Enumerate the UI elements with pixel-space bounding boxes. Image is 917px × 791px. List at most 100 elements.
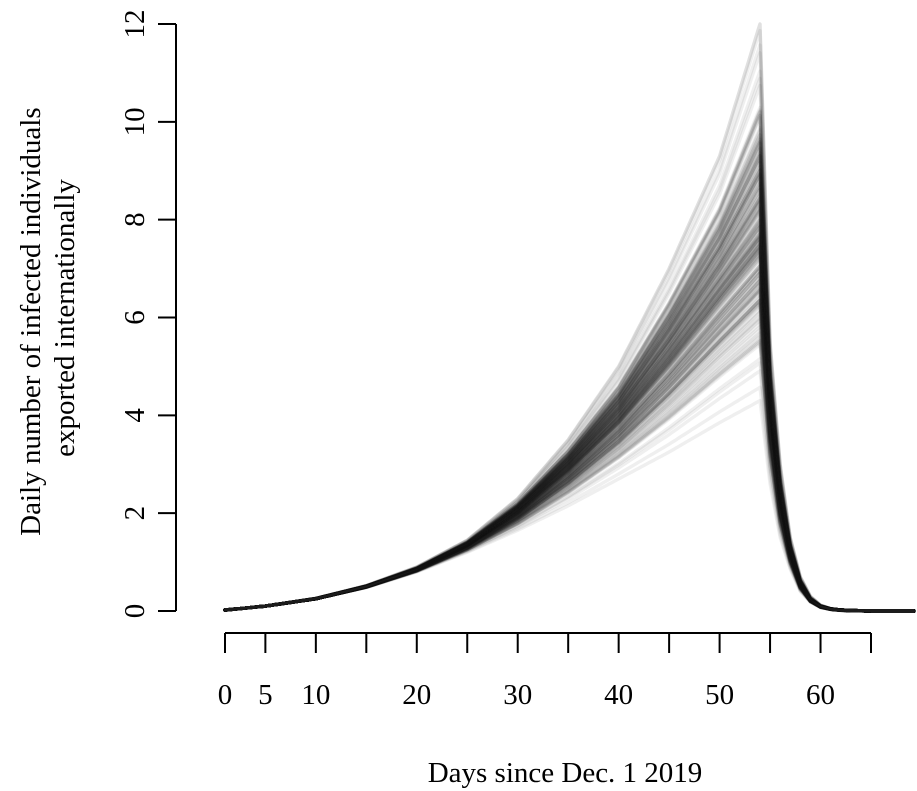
series-line [223,242,916,613]
series-line [223,268,916,613]
series-line [223,245,916,613]
series-line [223,116,916,613]
series-line [223,250,916,613]
series-line [223,220,916,613]
series-line [223,275,916,613]
series-line [223,198,916,613]
series-line [223,327,916,613]
series-line [223,259,916,613]
series-line [223,181,916,613]
series-line [223,233,916,613]
series-line [223,204,916,613]
series-line [223,168,916,613]
series-line [223,314,916,613]
series-line [223,235,916,613]
series-line [223,248,916,613]
series-line [223,114,916,613]
series-line [223,233,916,613]
series-line [223,271,916,613]
series-line [223,264,916,613]
series-line [223,301,916,613]
series-line [223,221,916,613]
series-line [223,176,916,613]
series-line [223,302,916,613]
series-line [223,146,916,613]
y-axis-title-line-1: Daily number of infected individuals [15,107,47,535]
series-line [223,292,916,613]
series-line [223,198,916,613]
series-line [223,224,916,613]
series-line [223,385,916,613]
series-line [223,192,916,613]
series-line [223,243,916,613]
series-line [223,137,916,613]
series-line [223,173,916,613]
series-line [223,154,916,613]
series-line [223,176,916,613]
series-line [223,109,916,613]
series-line [223,281,916,613]
series-line [223,263,916,613]
series-line [223,235,916,613]
series-line [223,208,916,613]
series-line [223,148,916,613]
series-line [223,361,916,613]
series-line [223,331,916,613]
series-line [223,83,916,613]
series-line [223,218,916,613]
series-line [223,218,916,613]
series-line [223,109,916,613]
series-line [223,207,916,613]
series-line [223,300,916,613]
series-line [223,251,916,613]
series-line [223,200,916,613]
series-line [223,227,916,613]
series-line [223,172,916,613]
series-line [223,317,916,613]
series-line [223,160,916,613]
series-line [223,298,916,613]
series-line [223,295,916,613]
series-line [223,287,916,613]
series-line [223,223,916,613]
series-line [223,340,916,613]
series-line [223,240,916,613]
series-line [223,266,916,613]
series-line [223,332,916,613]
series-line [223,142,916,613]
series-line [223,266,916,613]
y-axis-title: Daily number of infected individuals exp… [15,100,81,536]
series-line [223,298,916,613]
series-line [223,225,916,613]
series-line [223,304,916,613]
series-line [223,137,916,613]
series-line [223,237,916,613]
series-line [223,187,916,613]
x-axis-title: Days since Dec. 1 2019 [428,757,703,789]
series-line [223,153,916,613]
series-line [223,247,916,613]
series-line [223,298,916,613]
series-line [223,168,916,613]
series-line [223,183,916,613]
series-line [223,168,916,613]
series-line [223,22,916,613]
series-line [223,369,916,613]
series-line [223,174,916,613]
series-line [223,310,916,613]
series-line [223,271,916,613]
series-line [223,255,916,613]
series-line [223,246,916,613]
series-line [223,168,916,613]
x-tick-label: 10 [301,679,330,711]
series-line [223,289,916,613]
series-line [223,288,916,613]
series-line [223,22,916,613]
series-line [223,172,916,613]
series-line [223,239,916,613]
series-line [223,214,916,613]
series-line [223,219,916,613]
series-line [223,110,916,613]
x-tick-label: 30 [503,679,532,711]
series-line [223,200,916,613]
